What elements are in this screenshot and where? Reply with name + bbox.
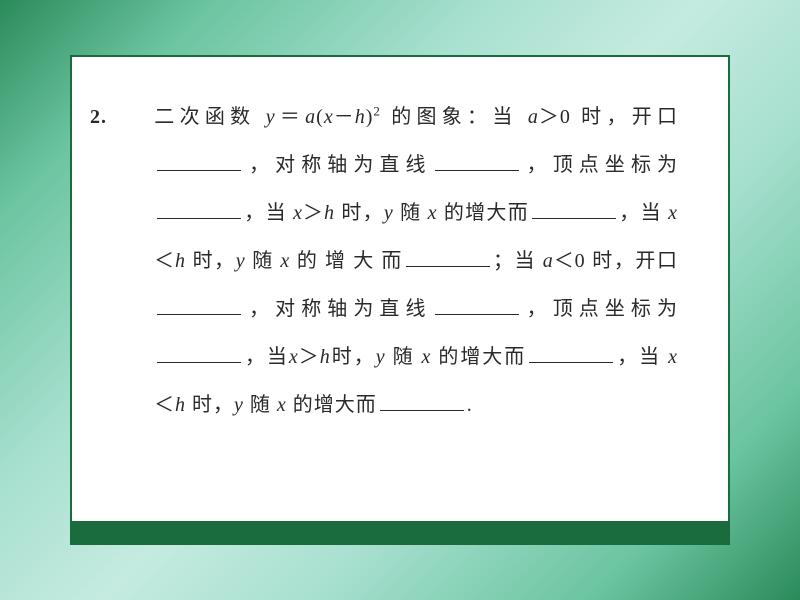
- math-x: x: [277, 394, 287, 416]
- text: ＞: [303, 202, 324, 224]
- text: 的 增 大 而: [290, 250, 403, 272]
- fill-blank[interactable]: [157, 345, 241, 363]
- content-card: 2.二次函数 y＝a(x－h)2 的图象：当 a＞0 时，开口，对称轴为直线，顶…: [70, 55, 730, 545]
- math-x: x: [280, 250, 290, 272]
- math-h: h: [355, 106, 366, 128]
- math-x: x: [289, 346, 299, 368]
- text: 坐标为: [605, 154, 678, 176]
- question-body: 2.二次函数 y＝a(x－h)2 的图象：当 a＞0 时，开口，对称轴为直线，顶…: [122, 93, 678, 429]
- math-x: x: [422, 346, 432, 368]
- text: ＜: [154, 394, 175, 416]
- fill-blank[interactable]: [380, 393, 464, 411]
- text: 时，: [331, 346, 376, 368]
- text: ＜0 时，开口: [554, 250, 678, 272]
- math-x: x: [668, 202, 678, 224]
- math-a: a: [543, 250, 554, 272]
- text: 的增大而: [287, 394, 377, 416]
- math-y: y: [234, 394, 244, 416]
- fill-blank[interactable]: [157, 153, 241, 171]
- text: 二次函数: [150, 106, 266, 128]
- text: 的增大: [438, 202, 508, 224]
- text: 开口: [632, 106, 678, 128]
- math-x: x: [668, 346, 678, 368]
- text: 时，: [186, 250, 236, 272]
- text: ，当: [616, 346, 668, 368]
- math-x: x: [428, 202, 438, 224]
- text: ，当: [244, 346, 289, 368]
- text: 时，: [192, 394, 234, 416]
- math-h: h: [175, 250, 186, 272]
- text: ，当: [244, 202, 293, 224]
- question-number: 2.: [122, 93, 150, 141]
- math-lp: (: [316, 106, 324, 128]
- text: ；当: [493, 250, 543, 272]
- fill-blank[interactable]: [406, 249, 490, 267]
- math-x: x: [324, 106, 334, 128]
- fill-blank[interactable]: [532, 201, 616, 219]
- fill-blank[interactable]: [435, 153, 519, 171]
- math-y: y: [376, 346, 386, 368]
- footer-bar: [70, 521, 730, 545]
- text: .: [467, 394, 473, 416]
- text: ＜: [154, 250, 175, 272]
- math-y: y: [384, 202, 394, 224]
- math-y: y: [266, 106, 276, 128]
- text: 随: [246, 250, 281, 272]
- math-x: x: [293, 202, 303, 224]
- math-h: h: [320, 346, 331, 368]
- math-y: y: [236, 250, 246, 272]
- text: 随: [386, 346, 422, 368]
- fill-blank[interactable]: [157, 297, 241, 315]
- text: ＞0 时，: [539, 106, 632, 128]
- text: 为直线: [353, 298, 431, 320]
- text: 的图象：当: [381, 106, 528, 128]
- text: ，顶点坐标为: [522, 298, 678, 320]
- fill-blank[interactable]: [529, 345, 613, 363]
- math-h: h: [175, 394, 186, 416]
- text: ，顶点: [522, 154, 605, 176]
- text: 的增大而: [431, 346, 526, 368]
- math-h: h: [324, 202, 335, 224]
- math-minus: －: [334, 106, 355, 128]
- math-sq: 2: [373, 103, 381, 118]
- text: 随: [394, 202, 428, 224]
- math-a: a: [528, 106, 539, 128]
- text: ，对称轴: [244, 298, 353, 320]
- text: 随: [244, 394, 277, 416]
- text: ，当: [619, 202, 668, 224]
- text: ，对称轴为直线: [244, 154, 432, 176]
- math-a: a: [305, 106, 316, 128]
- text: 而: [508, 202, 529, 224]
- math-eq: ＝: [276, 106, 306, 128]
- fill-blank[interactable]: [157, 201, 241, 219]
- text: 时，: [335, 202, 384, 224]
- fill-blank[interactable]: [435, 297, 519, 315]
- text: ＞: [299, 346, 320, 368]
